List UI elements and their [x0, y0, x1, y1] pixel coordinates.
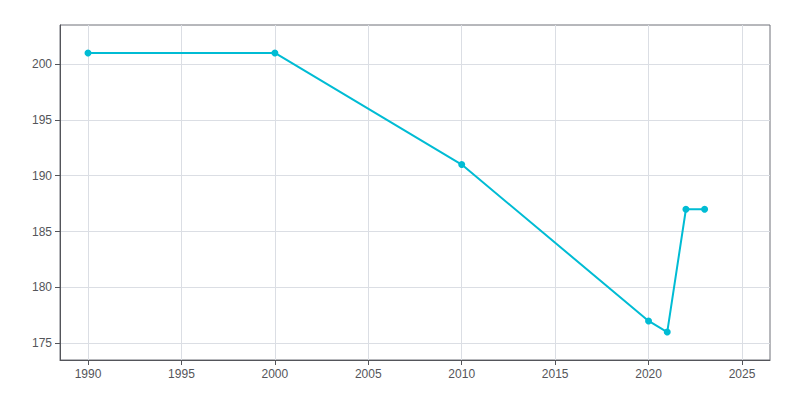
svg-text:2010: 2010 — [448, 367, 475, 381]
svg-text:175: 175 — [32, 336, 52, 350]
svg-text:2025: 2025 — [729, 367, 756, 381]
svg-text:2015: 2015 — [542, 367, 569, 381]
svg-text:200: 200 — [32, 57, 52, 71]
svg-text:1995: 1995 — [168, 367, 195, 381]
svg-text:180: 180 — [32, 280, 52, 294]
svg-text:195: 195 — [32, 113, 52, 127]
svg-text:185: 185 — [32, 225, 52, 239]
svg-text:2000: 2000 — [262, 367, 289, 381]
svg-text:1990: 1990 — [75, 367, 102, 381]
svg-text:2020: 2020 — [635, 367, 662, 381]
svg-text:190: 190 — [32, 169, 52, 183]
svg-text:2005: 2005 — [355, 367, 382, 381]
